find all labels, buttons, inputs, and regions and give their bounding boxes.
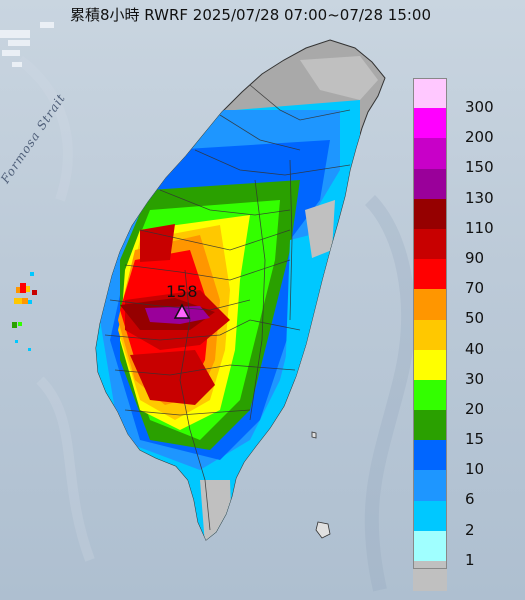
legend-swatch: [413, 108, 447, 139]
legend-row: 6: [413, 470, 517, 508]
legend-swatch: [413, 138, 447, 169]
legend-label: 2: [465, 520, 475, 539]
legend-label: 50: [465, 309, 485, 328]
legend-label: 90: [465, 248, 485, 267]
legend-row: 40: [413, 319, 517, 358]
legend-swatch: [413, 470, 447, 501]
county-boundaries: [104, 84, 351, 531]
legend-swatch: [413, 259, 447, 290]
sea-texture: [16, 56, 416, 592]
legend-row: 15: [413, 410, 517, 448]
legend-swatch: [413, 440, 447, 471]
legend-label: 200: [465, 128, 494, 147]
legend-row: 10: [413, 440, 517, 478]
legend-label: 15: [465, 430, 485, 449]
color-legend: 300 200 150 130 110 90 70 50 40 30 20 15 10 6 2 1: [413, 78, 517, 592]
map-title: 累積8小時 RWRF 2025/07/28 07:00~07/28 15:00: [70, 6, 432, 24]
legend-swatch: [413, 289, 447, 320]
legend-swatch: [413, 379, 447, 411]
legend-label: 30: [465, 369, 485, 388]
legend-row: 110: [413, 198, 517, 237]
legend-swatch: [413, 349, 447, 380]
legend-swatch: [413, 561, 447, 592]
legend-row: 30: [413, 349, 517, 388]
legend-label: 6: [465, 490, 475, 509]
legend-row: 150: [413, 138, 517, 176]
legend-row: [413, 561, 517, 592]
penghu-islands: [12, 272, 37, 351]
legend-label: 10: [465, 460, 485, 479]
orchid-island: [315, 521, 331, 539]
legend-label: 110: [465, 218, 494, 237]
legend-label: 40: [465, 339, 485, 358]
max-marker-icon: [173, 303, 191, 319]
top-left-specks: [0, 22, 54, 67]
legend-swatch: [413, 410, 447, 441]
legend-row: 300: [413, 78, 517, 116]
legend-swatch: [413, 500, 447, 531]
legend-swatch: [413, 530, 447, 561]
legend-swatch: [413, 228, 447, 260]
legend-swatch: [413, 78, 447, 109]
legend-row: 50: [413, 289, 517, 327]
legend-label: 1: [465, 550, 475, 569]
legend-swatch: [413, 198, 447, 229]
legend-label: 20: [465, 399, 485, 418]
legend-row: 2: [413, 500, 517, 539]
legend-label: 130: [465, 188, 494, 207]
legend-row: 130: [413, 168, 517, 207]
legend-swatch: [413, 319, 447, 350]
legend-label: 300: [465, 98, 494, 116]
legend-swatch: [413, 168, 447, 199]
green-island: [311, 431, 317, 439]
legend-row: 20: [413, 379, 517, 418]
legend-row: 90: [413, 228, 517, 267]
rainfall-fields: [96, 56, 378, 540]
legend-row: 1: [413, 530, 517, 569]
max-value-label: 158: [166, 282, 199, 301]
legend-label: 70: [465, 279, 485, 298]
legend-row: 70: [413, 259, 517, 297]
legend-row: 200: [413, 108, 517, 146]
legend-label: 150: [465, 158, 494, 177]
